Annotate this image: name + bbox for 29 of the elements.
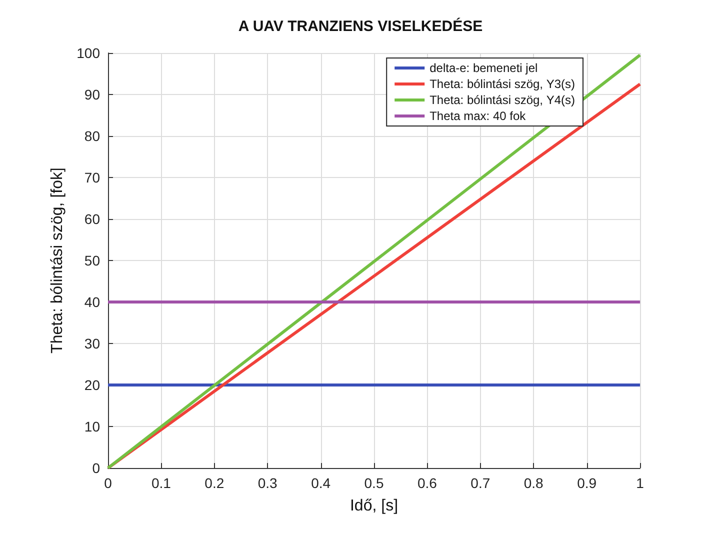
y-tick-label: 80 [84,128,100,144]
y-tick-label: 50 [84,252,100,268]
legend-label: Theta max: 40 fok [430,109,527,123]
legend-label: Theta: bólintási szög, Υ3(s) [430,77,576,91]
x-tick-label: 0.4 [311,475,331,491]
legend-label: Theta: bólintási szög, Υ4(s) [430,93,576,107]
y-tick-label: 60 [84,211,100,227]
x-tick-label: 0 [104,475,112,491]
y-tick-label: 30 [84,336,100,352]
chart-title: A UAV TRANZIENS VISELKEDÉSE [238,17,483,35]
legend-label: delta-e: bemeneti jel [430,61,538,75]
x-tick-label: 0.1 [151,475,172,491]
y-tick-label: 70 [84,170,100,186]
y-tick-label: 0 [92,460,100,476]
x-tick-label: 1 [636,475,644,491]
x-axis-title: Idő, [s] [350,498,398,514]
y-tick-label: 100 [76,45,100,61]
x-tick-label: 0.5 [364,475,384,491]
x-tick-label: 0.3 [258,475,278,491]
y-tick-label: 20 [84,377,100,393]
y-tick-label: 10 [84,418,100,434]
x-tick-label: 0.9 [577,475,597,491]
x-tick-label: 0.7 [470,475,490,491]
x-tick-label: 0.8 [524,475,544,491]
y-tick-label: 40 [84,294,100,310]
x-tick-label: 0.2 [204,475,224,491]
y-axis-title: Theta: bólintási szög, [fok] [49,168,66,354]
y-tick-label: 90 [84,86,100,102]
x-tick-label: 0.6 [417,475,438,491]
